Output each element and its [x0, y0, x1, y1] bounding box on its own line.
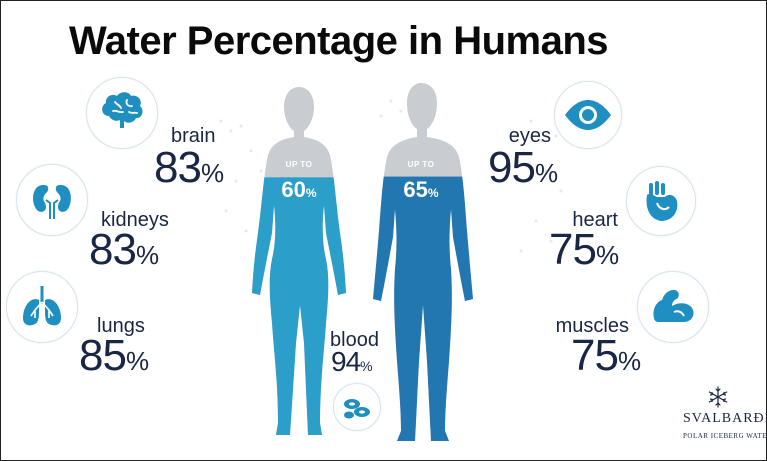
world-map-dots [219, 99, 563, 273]
muscles-value: 75 [571, 331, 619, 380]
lungs-percent: 85% [79, 331, 149, 381]
kidneys-icon [33, 185, 71, 219]
lungs-circle [6, 271, 78, 343]
brain-unit: % [200, 158, 225, 188]
kidneys-percent: 83% [89, 225, 159, 275]
muscles-percent: 75% [571, 331, 641, 381]
male-unit: % [427, 186, 439, 200]
female-percent: 60% [269, 177, 329, 203]
kidneys-value: 83 [89, 225, 137, 274]
brain-value: 83 [154, 143, 202, 192]
male-upto: UP TO [407, 160, 435, 169]
heart-percent: 75% [549, 225, 619, 275]
muscles-circle [637, 271, 709, 343]
eyes-percent: 95% [488, 143, 558, 193]
brain-label: brain [171, 125, 216, 147]
heart-circle [626, 166, 696, 236]
eyes-unit: % [534, 158, 559, 188]
blood-label: blood [330, 329, 379, 351]
muscles-label: muscles [555, 315, 629, 337]
lungs-unit: % [125, 346, 150, 376]
kidneys-label: kidneys [101, 209, 169, 231]
kidneys-unit: % [135, 240, 160, 270]
kidneys-circle [16, 164, 88, 236]
snowflake-icon [708, 386, 728, 408]
male-percent: 65% [391, 177, 451, 203]
lungs-value: 85 [79, 331, 127, 380]
blood-unit: % [360, 358, 373, 374]
brand-name: SVALBARÐI [683, 411, 767, 426]
heart-value: 75 [549, 225, 597, 274]
brand-tagline: POLAR ICEBERG WATER [683, 432, 767, 440]
male-value: 65 [403, 177, 428, 202]
blood-cells-icon [344, 399, 370, 419]
female-value: 60 [281, 177, 306, 202]
eyes-label: eyes [508, 125, 551, 147]
brain-icon [102, 92, 143, 128]
heart-unit: % [595, 240, 620, 270]
eyes-circle [554, 81, 622, 149]
blood-circle [333, 383, 381, 431]
female-body [252, 87, 346, 435]
eyes-value: 95 [488, 143, 536, 192]
muscles-unit: % [617, 346, 642, 376]
brain-percent: 83% [154, 143, 224, 193]
female-upto: UP TO [285, 160, 313, 169]
heart-icon [646, 181, 678, 221]
eye-icon [565, 100, 611, 130]
brain-circle [86, 77, 158, 149]
heart-label: heart [572, 209, 618, 231]
lungs-label: lungs [97, 315, 145, 337]
female-unit: % [305, 186, 317, 200]
blood-value: 94 [331, 346, 361, 377]
male-body [373, 83, 473, 441]
page-title: Water Percentage in Humans [69, 19, 609, 63]
lungs-icon [23, 286, 61, 326]
blood-percent: 94% [331, 346, 373, 378]
muscle-icon [653, 290, 694, 322]
